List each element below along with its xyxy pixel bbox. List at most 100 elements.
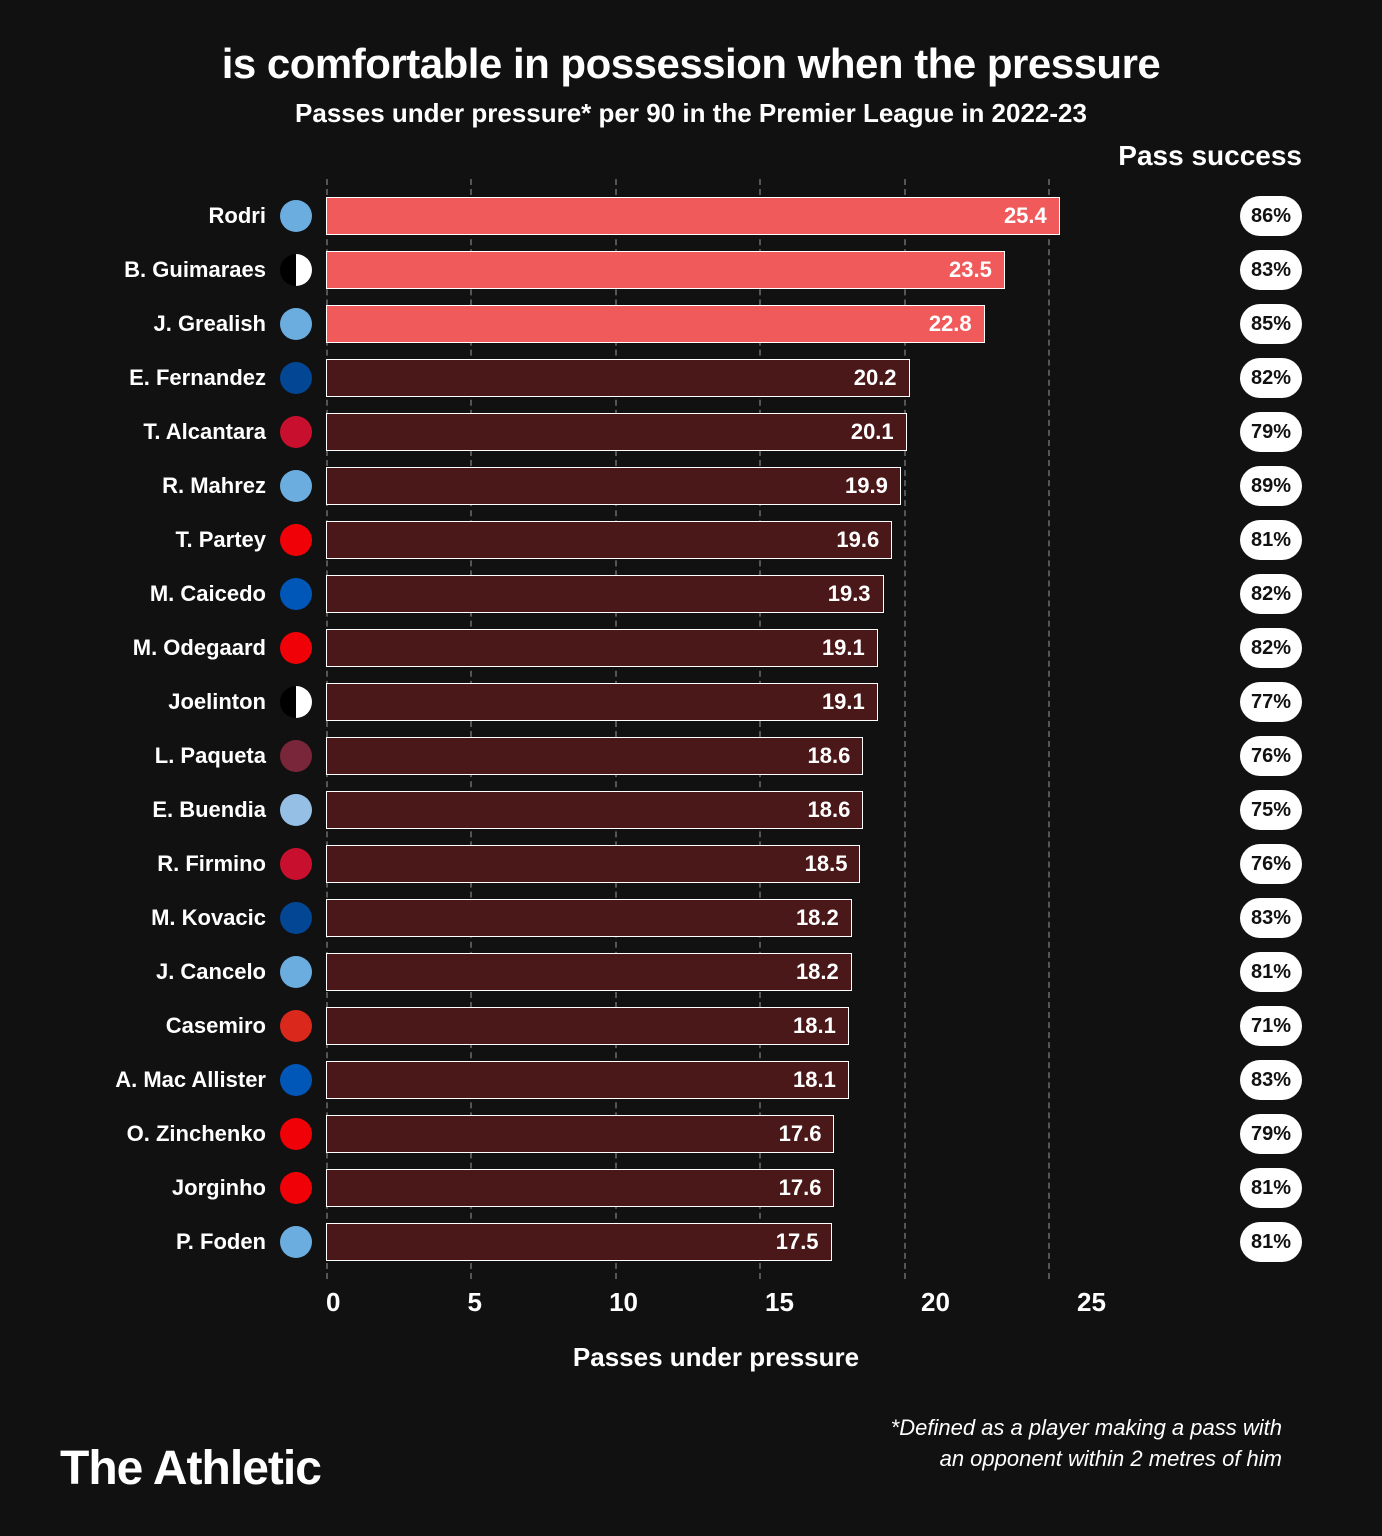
player-name: O. Zinchenko <box>80 1121 280 1147</box>
bar-track: 19.6 <box>326 521 1106 559</box>
chart-row: Jorginho17.681% <box>80 1161 1302 1215</box>
bar-track: 18.6 <box>326 737 1106 775</box>
club-badge-icon <box>280 416 312 448</box>
bar-value: 18.2 <box>796 959 839 985</box>
player-name: M. Odegaard <box>80 635 280 661</box>
bar: 18.1 <box>326 1007 849 1045</box>
chart-row: P. Foden17.581% <box>80 1215 1302 1269</box>
chart-row: J. Cancelo 18.2 81% <box>80 945 1302 999</box>
player-name: T. Partey <box>80 527 280 553</box>
club-badge-icon <box>280 200 312 232</box>
pass-success-pill: 85% <box>1240 304 1302 344</box>
player-name: E. Buendia <box>80 797 280 823</box>
bar-track: 20.1 <box>326 413 1106 451</box>
player-name: E. Fernandez <box>80 365 280 391</box>
chart-row: M. Odegaard19.182% <box>80 621 1302 675</box>
bar-track: 17.6 <box>326 1115 1106 1153</box>
chart-row: E. Buendia 18.6 75% <box>80 783 1302 837</box>
bar-rows-container: Rodri25.486%B. Guimaraes23.583%J. Greali… <box>80 189 1302 1269</box>
chart-row: T. Partey19.681% <box>80 513 1302 567</box>
pass-success-pill: 76% <box>1240 844 1302 884</box>
bar-value: 25.4 <box>1004 203 1047 229</box>
pass-success-pill: 77% <box>1240 682 1302 722</box>
bar-track: 17.5 <box>326 1223 1106 1261</box>
bar-track: 19.9 <box>326 467 1106 505</box>
chart-row: R. Firmino18.576% <box>80 837 1302 891</box>
chart-row: Casemiro18.171% <box>80 999 1302 1053</box>
chart-area: Rodri25.486%B. Guimaraes23.583%J. Greali… <box>80 189 1302 1269</box>
club-badge-icon <box>280 1010 312 1042</box>
bar-value: 17.6 <box>779 1175 822 1201</box>
pass-success-pill: 89% <box>1240 466 1302 506</box>
footnote-line2: an opponent within 2 metres of him <box>940 1446 1282 1471</box>
chart-row: E. Fernandez 20.2 82% <box>80 351 1302 405</box>
bar: 18.2 <box>326 899 852 937</box>
axis-tick: 20 <box>921 1287 950 1318</box>
player-name: Jorginho <box>80 1175 280 1201</box>
axis-tick: 25 <box>1077 1287 1106 1318</box>
chart-row: A. Mac Allister18.183% <box>80 1053 1302 1107</box>
axis-tick: 15 <box>765 1287 794 1318</box>
pass-success-header: Pass success <box>1118 140 1302 172</box>
brand-logo: The Athletic <box>60 1441 321 1496</box>
pass-success-pill: 79% <box>1240 1114 1302 1154</box>
player-name: B. Guimaraes <box>80 257 280 283</box>
chart-row: L. Paqueta18.676% <box>80 729 1302 783</box>
bar: 18.5 <box>326 845 860 883</box>
chart-row: Rodri25.486% <box>80 189 1302 243</box>
pass-success-pill: 83% <box>1240 898 1302 938</box>
bar-value: 19.6 <box>836 527 879 553</box>
pass-success-pill: 83% <box>1240 250 1302 290</box>
chart-title: is comfortable in possession when the pr… <box>80 40 1302 88</box>
club-badge-icon <box>280 470 312 502</box>
bar: 19.6 <box>326 521 892 559</box>
bar: 18.6 <box>326 791 863 829</box>
axis-tick: 5 <box>468 1287 482 1318</box>
bar-value: 20.2 <box>854 365 897 391</box>
club-badge-icon <box>280 524 312 556</box>
chart-row: B. Guimaraes 23.5 83% <box>80 243 1302 297</box>
player-name: J. Cancelo <box>80 959 280 985</box>
bar-value: 18.5 <box>805 851 848 877</box>
pass-success-pill: 79% <box>1240 412 1302 452</box>
bar-value: 18.1 <box>793 1013 836 1039</box>
player-name: P. Foden <box>80 1229 280 1255</box>
bar: 20.2 <box>326 359 910 397</box>
bar: 19.1 <box>326 629 878 667</box>
axis-tick: 0 <box>326 1287 340 1318</box>
bar-track: 22.8 <box>326 305 1106 343</box>
bar: 17.6 <box>326 1169 834 1207</box>
bar: 17.5 <box>326 1223 832 1261</box>
pass-success-pill: 81% <box>1240 952 1302 992</box>
bar: 17.6 <box>326 1115 834 1153</box>
club-badge-icon <box>280 308 312 340</box>
bar-track: 18.6 <box>326 791 1106 829</box>
bar: 19.1 <box>326 683 878 721</box>
bar-track: 25.4 <box>326 197 1106 235</box>
bar: 18.2 <box>326 953 852 991</box>
club-badge-icon <box>280 578 312 610</box>
bar-value: 19.1 <box>822 635 865 661</box>
bar-track: 19.3 <box>326 575 1106 613</box>
x-axis-label: Passes under pressure <box>326 1342 1106 1373</box>
bar: 18.1 <box>326 1061 849 1099</box>
club-badge-icon <box>280 632 312 664</box>
pass-success-pill: 75% <box>1240 790 1302 830</box>
bar-track: 19.1 <box>326 683 1106 721</box>
chart-row: J. Grealish22.885% <box>80 297 1302 351</box>
player-name: L. Paqueta <box>80 743 280 769</box>
bar-value: 23.5 <box>949 257 992 283</box>
pass-success-pill: 83% <box>1240 1060 1302 1100</box>
bar-track: 18.1 <box>326 1007 1106 1045</box>
pass-success-pill: 82% <box>1240 358 1302 398</box>
chart-row: Joelinton19.177% <box>80 675 1302 729</box>
axis-tick: 10 <box>609 1287 638 1318</box>
bar-value: 18.6 <box>808 797 851 823</box>
bar-value: 19.3 <box>828 581 871 607</box>
bar-value: 18.6 <box>808 743 851 769</box>
bar-value: 19.1 <box>822 689 865 715</box>
bar: 23.5 <box>326 251 1005 289</box>
player-name: Rodri <box>80 203 280 229</box>
bar-track: 18.1 <box>326 1061 1106 1099</box>
bar: 19.9 <box>326 467 901 505</box>
